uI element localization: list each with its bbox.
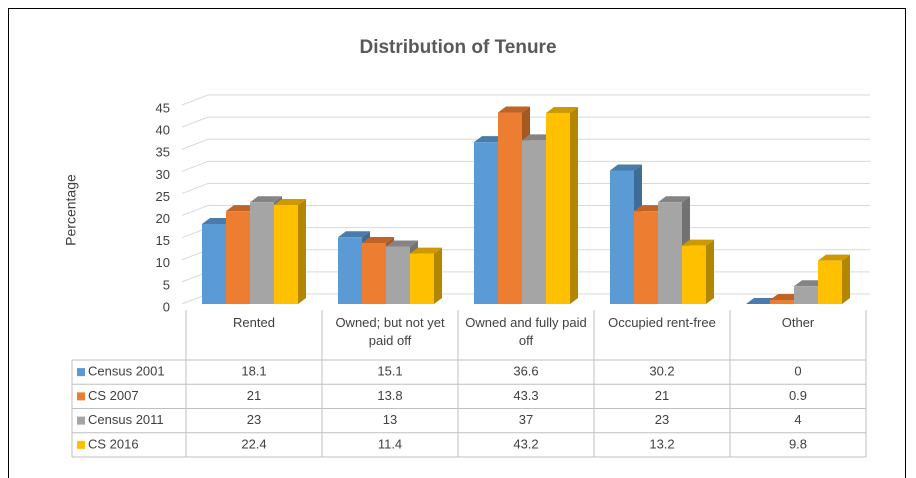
y-tick-label: 35 [156, 145, 170, 160]
bar-side [570, 106, 578, 305]
grid-line [181, 94, 870, 106]
table-value: 4 [794, 412, 801, 427]
bar [202, 223, 226, 304]
y-tick-label: 0 [163, 299, 170, 314]
bar-top [818, 254, 850, 261]
bar [226, 211, 250, 304]
grid-line [181, 138, 870, 150]
bar-top [682, 239, 714, 246]
table-value: 0.9 [789, 388, 807, 403]
category-cell: Rented [233, 315, 275, 330]
legend-swatch [77, 416, 85, 425]
table-value: 36.6 [513, 364, 538, 379]
bar [610, 170, 634, 304]
category-cell: Owned and fully paid off [465, 315, 587, 348]
legend-swatch [77, 440, 85, 449]
y-tick-label: 40 [156, 123, 170, 138]
frame [8, 8, 906, 478]
y-axis-label: Percentage [63, 174, 79, 246]
bar-top [658, 196, 690, 203]
table-value: 18.1 [241, 364, 266, 379]
table-value: 11.4 [378, 436, 402, 451]
legend-label: Census 2011 [88, 412, 164, 427]
y-tick-label: 15 [156, 233, 170, 248]
y-tick-label: 30 [156, 167, 170, 182]
bar [522, 140, 546, 304]
bar [794, 286, 818, 304]
bar-side [842, 254, 850, 304]
table-value: 13.8 [377, 388, 402, 403]
legend-swatch [77, 368, 85, 377]
table-value: 30.2 [649, 364, 674, 379]
bar [362, 242, 386, 304]
grid-line [181, 160, 870, 172]
bar-top [546, 106, 578, 113]
table-value: 43.2 [513, 436, 538, 451]
table-value: 21 [655, 388, 669, 403]
x-tick-label: Rented [233, 315, 275, 330]
table-value: 0 [794, 364, 801, 379]
bar [770, 300, 794, 304]
bar-top [274, 198, 306, 205]
table-value: 37 [519, 412, 533, 427]
legend-label: CS 2016 [88, 436, 139, 451]
bar-top [410, 247, 442, 254]
bar [682, 245, 706, 304]
bar-side [298, 198, 306, 304]
legend-label: Census 2001 [88, 364, 165, 379]
bar [386, 246, 410, 304]
category-cell: Other [781, 315, 815, 330]
bar [498, 112, 522, 304]
bar-side [706, 239, 714, 304]
y-tick-label: 45 [156, 100, 170, 115]
x-tick-label: Owned and fully paid off [465, 315, 587, 348]
table-value: 15.1 [377, 364, 402, 379]
grid-line [181, 182, 870, 194]
category-cell: Occupied rent-free [608, 315, 716, 330]
legend-label: CS 2007 [88, 388, 139, 403]
table-value: 23 [247, 412, 261, 427]
category-cell: Owned; but not yet paid off [335, 315, 445, 348]
bar-top [498, 106, 530, 113]
grid-line [181, 116, 870, 128]
bar [546, 112, 570, 305]
bar [658, 202, 682, 304]
y-tick-label: 25 [156, 189, 170, 204]
bar [818, 260, 842, 304]
bar-top [250, 196, 282, 203]
chart-title: Distribution of Tenure [359, 37, 556, 58]
bar [474, 142, 498, 304]
table-value: 43.3 [513, 388, 538, 403]
bar-top [386, 240, 418, 247]
table-value: 9.8 [789, 436, 807, 451]
bar-top [338, 231, 370, 238]
bar [250, 202, 274, 304]
x-tick-label: Owned; but not yet paid off [335, 315, 445, 348]
x-tick-label: Other [781, 315, 815, 330]
table-value: 21 [247, 388, 261, 403]
table-value: 23 [655, 412, 669, 427]
bar [410, 253, 434, 304]
legend-swatch [77, 392, 85, 401]
y-tick-label: 5 [163, 277, 170, 292]
y-tick-label: 10 [156, 255, 170, 270]
table-value: 13.2 [649, 436, 674, 451]
bar-top [610, 164, 642, 171]
bar-top [362, 236, 394, 243]
x-tick-label: Occupied rent-free [608, 315, 716, 330]
y-tick-label: 20 [156, 211, 170, 226]
bar [338, 237, 362, 304]
bar [634, 211, 658, 304]
table-value: 13 [383, 412, 397, 427]
bar-side [434, 247, 442, 304]
bar [274, 204, 298, 304]
table-value: 22.4 [241, 436, 266, 451]
